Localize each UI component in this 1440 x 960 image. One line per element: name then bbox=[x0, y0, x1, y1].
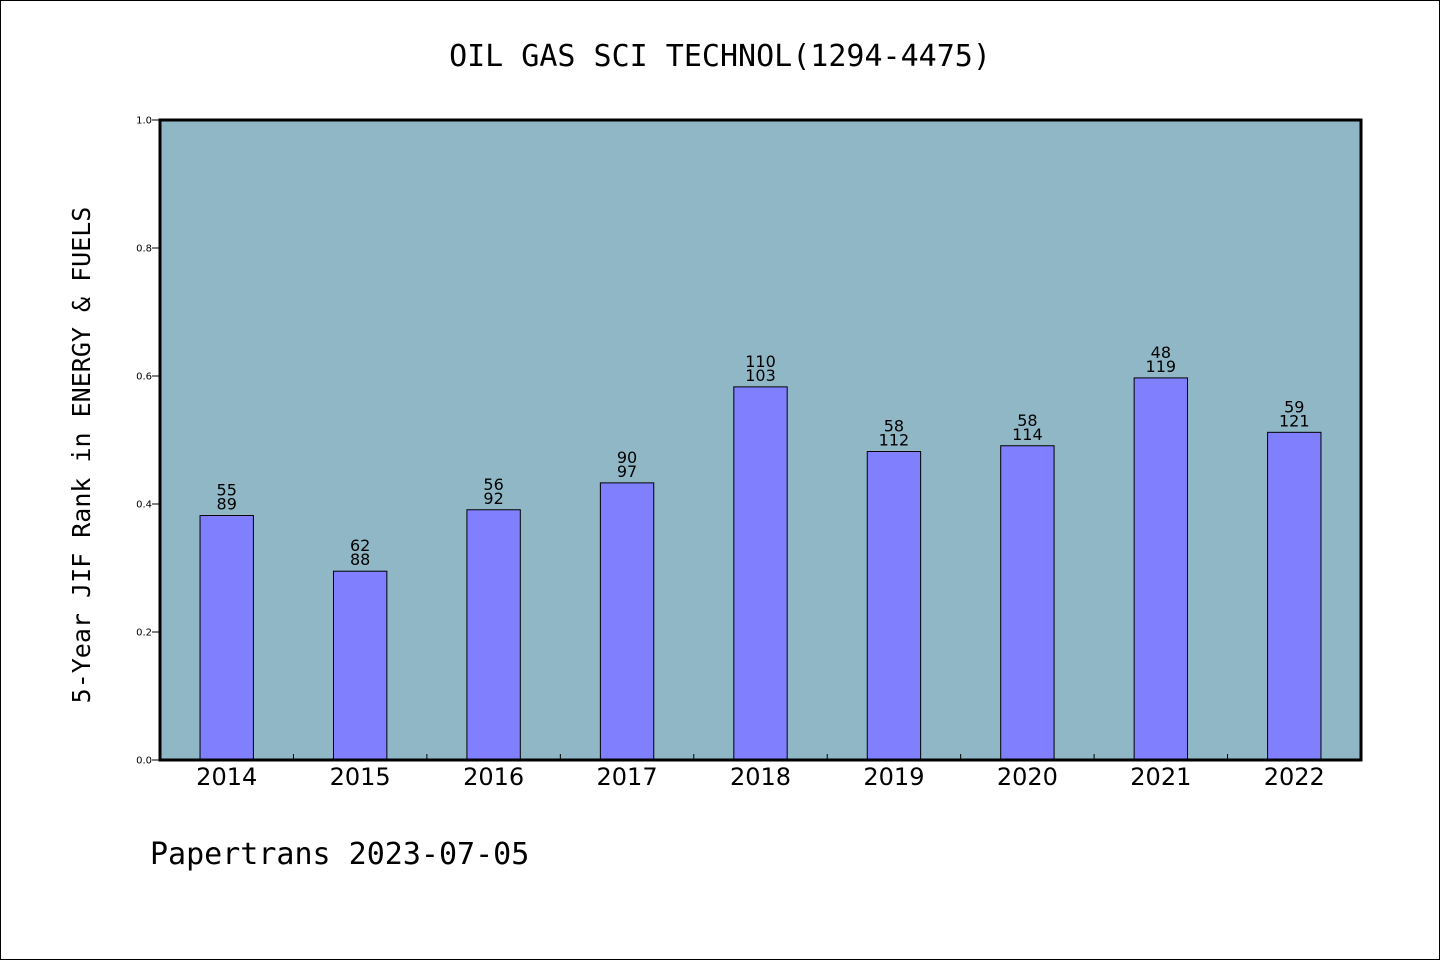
bar-label-top: 56 bbox=[483, 475, 503, 494]
bar-label-bottom: 112 bbox=[879, 431, 910, 450]
bar-label-bottom: 92 bbox=[483, 489, 503, 508]
bar-label-top: 59 bbox=[1284, 397, 1304, 416]
y-tick-label: 0.0 bbox=[136, 756, 152, 767]
x-axis: 2014 2015 2016 2017 2018 2019 2020 2021 2022 bbox=[196, 754, 1325, 791]
bar-2016 bbox=[466, 509, 521, 761]
bar-2018 bbox=[733, 386, 788, 761]
bars-group: 5589628856929097110103581125811448119591… bbox=[199, 343, 1322, 761]
x-tick-label: 2016 bbox=[463, 763, 524, 791]
bar-2021 bbox=[1133, 377, 1189, 761]
bar-2015 bbox=[332, 570, 388, 761]
x-tick-label: 2022 bbox=[1264, 763, 1325, 791]
bar-label-top: 48 bbox=[1151, 343, 1171, 362]
bar-2019 bbox=[866, 451, 922, 761]
y-tick-label: 1.0 bbox=[136, 116, 152, 127]
footer-credit: Papertrans 2023-07-05 bbox=[150, 837, 529, 872]
y-tick-label: 0.4 bbox=[136, 500, 152, 511]
bar-label-bottom: 103 bbox=[745, 366, 776, 385]
chart-title: OIL GAS SCI TECHNOL(1294-4475) bbox=[449, 39, 991, 74]
y-tick-label: 0.2 bbox=[136, 628, 152, 639]
y-tick-label: 0.6 bbox=[136, 372, 152, 383]
bar-label-bottom: 121 bbox=[1279, 411, 1310, 430]
y-axis-label: 5-Year JIF Rank in ENERGY & FUELS bbox=[67, 207, 96, 704]
x-tick-label: 2019 bbox=[863, 763, 924, 791]
y-axis: 0.0 0.2 0.4 0.6 0.8 1.0 bbox=[136, 116, 160, 767]
bar-label-bottom: 119 bbox=[1146, 357, 1177, 376]
x-tick-label: 2017 bbox=[597, 763, 658, 791]
x-tick-label: 2020 bbox=[997, 763, 1058, 791]
x-tick-label: 2015 bbox=[330, 763, 391, 791]
bar-2017 bbox=[599, 482, 655, 761]
x-tick-label: 2018 bbox=[730, 763, 791, 791]
bar-label-bottom: 89 bbox=[217, 495, 237, 514]
bar-label-top: 58 bbox=[1017, 411, 1037, 430]
y-tick-label: 0.8 bbox=[136, 244, 152, 255]
bar-label-bottom: 114 bbox=[1012, 425, 1043, 444]
plot-border bbox=[158, 118, 1363, 762]
x-tick-label: 2021 bbox=[1130, 763, 1191, 791]
bar-label-top: 55 bbox=[217, 481, 237, 500]
bar-label-bottom: 88 bbox=[350, 550, 370, 569]
x-tick-label: 2014 bbox=[196, 763, 257, 791]
bar-label-top: 58 bbox=[884, 417, 904, 436]
bar-2020 bbox=[1000, 445, 1055, 761]
bar-label-top: 90 bbox=[617, 448, 637, 467]
bar-2014 bbox=[199, 515, 254, 761]
bar-2022 bbox=[1267, 431, 1322, 761]
bar-label-top: 62 bbox=[350, 536, 370, 555]
bar-label-bottom: 97 bbox=[617, 462, 637, 481]
bar-label-top: 110 bbox=[745, 352, 776, 371]
